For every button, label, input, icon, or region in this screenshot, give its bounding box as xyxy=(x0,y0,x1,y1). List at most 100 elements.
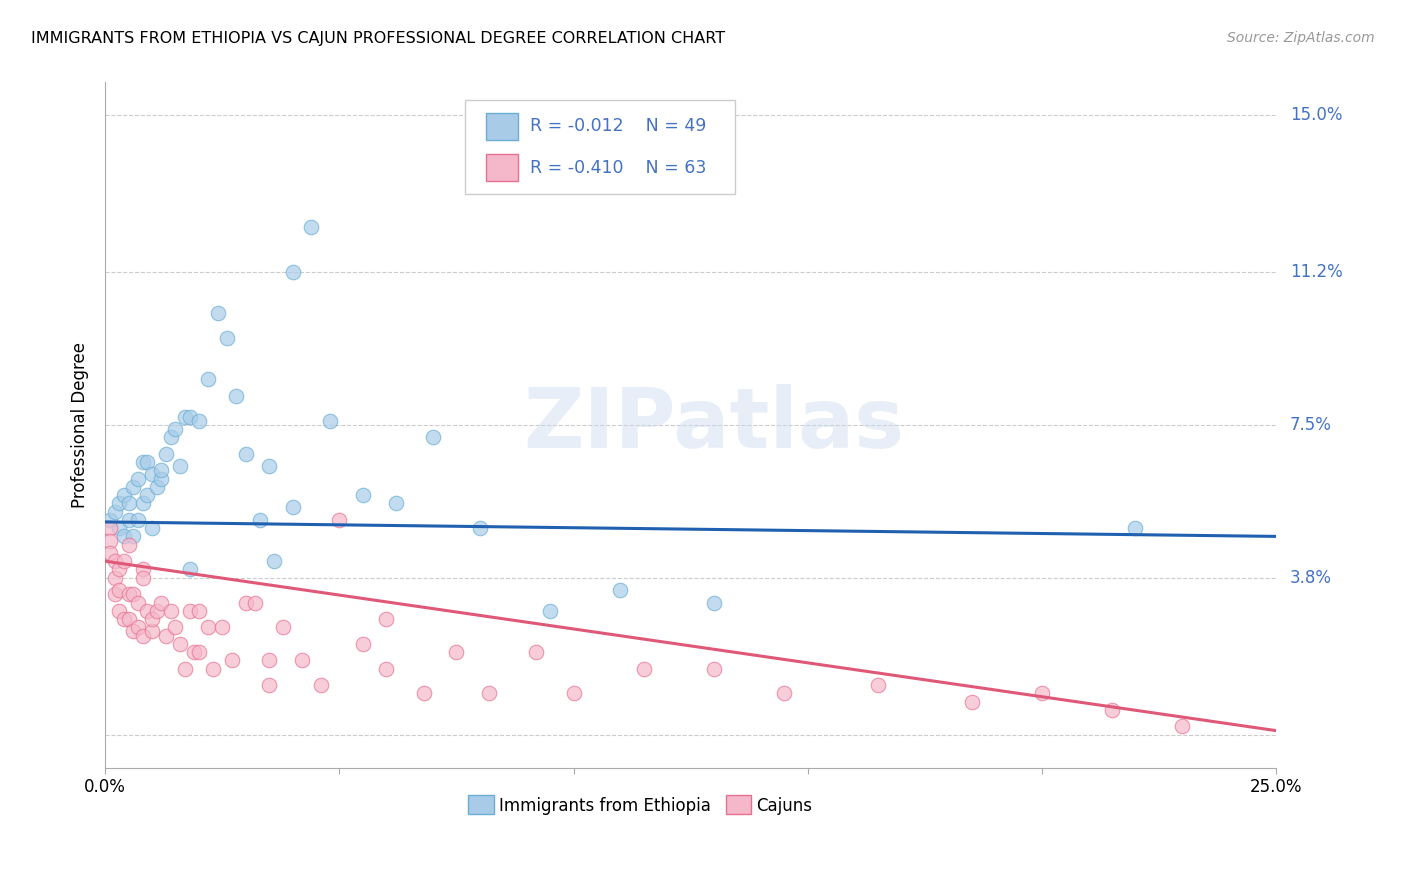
Point xyxy=(150,595,173,609)
Text: Source: ZipAtlas.com: Source: ZipAtlas.com xyxy=(1227,31,1375,45)
Text: IMMIGRANTS FROM ETHIOPIA VS CAJUN PROFESSIONAL DEGREE CORRELATION CHART: IMMIGRANTS FROM ETHIOPIA VS CAJUN PROFES… xyxy=(31,31,725,46)
Text: 15.0%: 15.0% xyxy=(1291,106,1343,124)
Point xyxy=(960,695,983,709)
Text: 3.8%: 3.8% xyxy=(1291,569,1331,587)
Point xyxy=(352,637,374,651)
Text: Cajuns: Cajuns xyxy=(756,797,813,814)
Point xyxy=(221,653,243,667)
Point xyxy=(249,513,271,527)
Point xyxy=(179,409,201,424)
Point xyxy=(108,496,131,510)
Point xyxy=(122,624,145,639)
Point xyxy=(150,463,173,477)
Point xyxy=(1031,686,1053,700)
Point xyxy=(108,562,131,576)
Point xyxy=(150,471,173,485)
Point xyxy=(141,521,163,535)
Point xyxy=(136,604,159,618)
Point xyxy=(375,662,398,676)
Point xyxy=(131,562,153,576)
Point xyxy=(145,480,167,494)
Point xyxy=(131,496,153,510)
Point xyxy=(117,538,139,552)
Point xyxy=(122,480,145,494)
Point xyxy=(169,637,191,651)
Point xyxy=(122,529,145,543)
Point xyxy=(281,500,304,515)
Point xyxy=(127,513,149,527)
Point xyxy=(478,686,501,700)
Point xyxy=(145,604,167,618)
Point xyxy=(257,459,280,474)
Point xyxy=(112,488,135,502)
Point xyxy=(412,686,434,700)
Point xyxy=(446,645,468,659)
Point xyxy=(291,653,314,667)
Point xyxy=(183,645,205,659)
Point xyxy=(179,604,201,618)
Point xyxy=(197,372,219,386)
Point xyxy=(112,529,135,543)
Point xyxy=(127,620,149,634)
Point xyxy=(98,546,121,560)
Point xyxy=(703,662,725,676)
Point xyxy=(98,513,121,527)
Point xyxy=(131,571,153,585)
Point xyxy=(201,662,224,676)
Point xyxy=(235,595,257,609)
Point xyxy=(263,554,285,568)
Point xyxy=(136,455,159,469)
Point xyxy=(141,612,163,626)
Point xyxy=(179,562,201,576)
Point xyxy=(108,583,131,598)
Text: R = -0.012    N = 49: R = -0.012 N = 49 xyxy=(530,118,707,136)
Point xyxy=(319,414,342,428)
Point xyxy=(422,430,444,444)
Point xyxy=(98,521,121,535)
FancyBboxPatch shape xyxy=(485,154,519,181)
Point xyxy=(328,513,350,527)
Point xyxy=(117,587,139,601)
Point xyxy=(159,604,181,618)
Point xyxy=(117,513,139,527)
Point xyxy=(165,620,187,634)
Point xyxy=(117,496,139,510)
Point xyxy=(866,678,889,692)
Point xyxy=(112,554,135,568)
Point xyxy=(538,604,561,618)
Point xyxy=(103,505,125,519)
FancyBboxPatch shape xyxy=(725,796,751,814)
Text: ZIPatlas: ZIPatlas xyxy=(523,384,904,466)
Text: 7.5%: 7.5% xyxy=(1291,416,1331,434)
Point xyxy=(173,662,195,676)
Point xyxy=(271,620,294,634)
Point xyxy=(215,331,238,345)
Point xyxy=(108,521,131,535)
Point xyxy=(524,645,547,659)
Point xyxy=(1125,521,1147,535)
Point xyxy=(352,488,374,502)
Point xyxy=(1171,719,1194,733)
FancyBboxPatch shape xyxy=(464,101,735,194)
Point xyxy=(257,678,280,692)
Point xyxy=(257,653,280,667)
Point xyxy=(141,624,163,639)
Point xyxy=(103,571,125,585)
Point xyxy=(197,620,219,634)
Point xyxy=(187,414,209,428)
Point xyxy=(633,662,655,676)
Point xyxy=(112,612,135,626)
Point xyxy=(122,587,145,601)
Point xyxy=(207,306,229,320)
Point xyxy=(609,583,631,598)
Point xyxy=(211,620,233,634)
Point xyxy=(159,430,181,444)
Point xyxy=(141,467,163,482)
Point xyxy=(235,447,257,461)
Point xyxy=(108,604,131,618)
Point xyxy=(103,554,125,568)
Point xyxy=(98,533,121,548)
Point xyxy=(155,447,177,461)
Point xyxy=(187,645,209,659)
Point xyxy=(243,595,266,609)
